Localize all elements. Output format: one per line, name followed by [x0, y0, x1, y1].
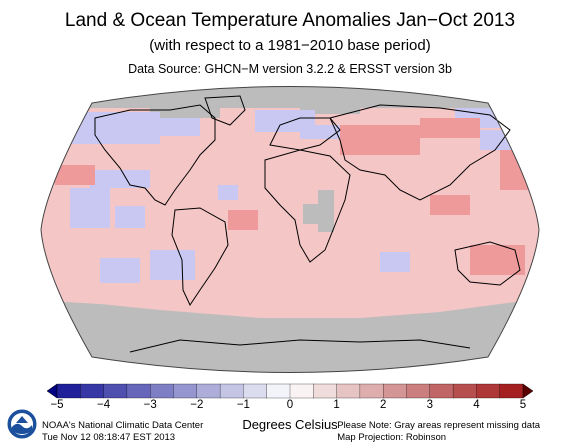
- australia-outline: [454, 241, 521, 286]
- footer-right: Please Note: Gray areas represent missin…: [337, 420, 540, 443]
- colorbar-tick-label: −3: [143, 399, 157, 411]
- colorbar-cell: [336, 383, 361, 399]
- colorbar-max-arrow: [522, 383, 534, 399]
- colorbar-tick-label: 3: [426, 399, 433, 411]
- europe-outline: [269, 117, 341, 151]
- data-source: Data Source: GHCN−M version 3.2.2 & ERSS…: [128, 62, 452, 76]
- colorbar-tick-label: 4: [473, 399, 480, 411]
- colorbar-cell: [243, 383, 268, 399]
- antarctica-outline: [129, 339, 471, 353]
- colorbar-units: Degrees Celsius: [242, 417, 338, 432]
- africa-outline: [264, 149, 351, 263]
- colorbar-tick-label: 2: [379, 399, 387, 411]
- colorbar-cells: [56, 383, 524, 399]
- colorbar-cell: [103, 383, 128, 399]
- asia-outline: [329, 104, 511, 201]
- map-title: Land & Ocean Temperature Anomalies Jan−O…: [64, 10, 516, 31]
- colorbar-cell: [150, 383, 174, 399]
- colorbar-tick-label: 0: [286, 399, 294, 411]
- footer-timestamp: Tue Nov 12 08:18:47 EST 2013: [42, 431, 176, 443]
- colorbar-tick-label: −4: [97, 399, 111, 411]
- colorbar-cell: [406, 383, 431, 399]
- footer-left: NOAA's National Climatic Data Center Tue…: [42, 420, 203, 443]
- colorbar-cell: [452, 383, 477, 399]
- greenland-outline: [204, 95, 246, 126]
- colorbar-tick-label: −1: [236, 399, 250, 411]
- north-america-outline: [94, 104, 216, 206]
- footer-missing-note: Please Note: Gray areas represent missin…: [337, 420, 540, 431]
- colorbar-cell: [80, 383, 105, 399]
- colorbar-cell: [313, 383, 338, 399]
- colorbar-cell: [266, 383, 291, 399]
- colorbar-cell: [126, 383, 151, 399]
- colorbar-min-arrow: [46, 383, 58, 399]
- colorbar-cell: [173, 383, 198, 399]
- colorbar-cell: [289, 383, 314, 399]
- noaa-logo-icon: [6, 408, 38, 440]
- colorbar-tick-label: −5: [50, 399, 64, 411]
- colorbar-cell: [383, 383, 407, 399]
- colorbar-cell: [499, 383, 524, 399]
- colorbar-tick-label: 5: [519, 399, 527, 411]
- globe-outline: [40, 86, 540, 373]
- footer-projection: Map Projection: Robinson: [337, 431, 447, 443]
- colorbar-cell: [219, 383, 244, 399]
- south-america-outline: [171, 207, 229, 307]
- colorbar-cell: [196, 383, 221, 399]
- colorbar-tick-label: 1: [333, 399, 340, 411]
- continent-outlines: [94, 95, 521, 353]
- footer-org: NOAA's National Climatic Data Center: [42, 420, 204, 431]
- missing-africa: [318, 190, 334, 232]
- colorbar-cell: [56, 383, 81, 399]
- warm-anomaly-patches: [55, 118, 530, 275]
- map-subtitle: (with respect to a 1981−2010 base period…: [149, 37, 431, 54]
- colorbar-tick-label: −2: [190, 399, 204, 411]
- colorbar-cell: [476, 383, 501, 399]
- colorbar-cell: [359, 383, 384, 399]
- colorbar-cell: [429, 383, 454, 399]
